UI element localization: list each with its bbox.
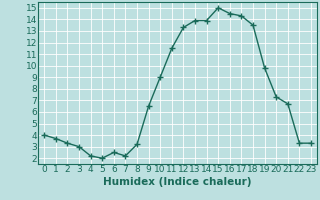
X-axis label: Humidex (Indice chaleur): Humidex (Indice chaleur) <box>103 177 252 187</box>
